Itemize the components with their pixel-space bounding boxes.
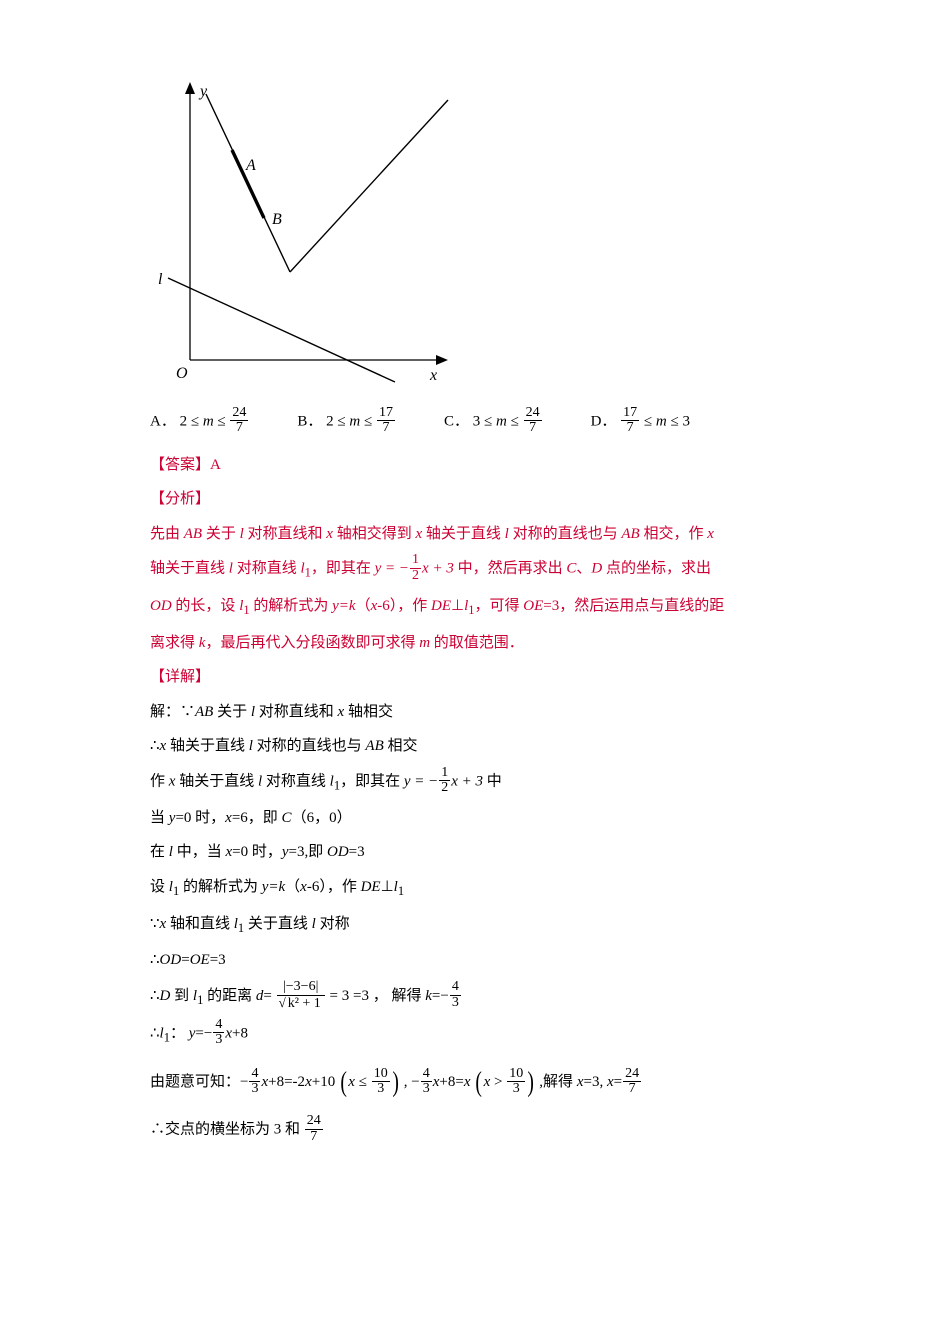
graph-svg: O x y l A B — [150, 80, 450, 390]
option-b: B． 2 ≤ m ≤ 177 — [297, 407, 396, 437]
step-5: 在 l 中，当 x=0 时，y=3,即 OD=3 — [150, 838, 800, 867]
detail-header: 【详解】 — [150, 663, 800, 692]
answer-options: A． 2 ≤ m ≤ 247 B． 2 ≤ m ≤ 177 C． 3 ≤ m ≤… — [150, 407, 800, 437]
step-2: ∴x 轴关于直线 l 对称的直线也与 AB 相交 — [150, 732, 800, 761]
analysis-line-3: OD 的长，设 l1 的解析式为 y=k（x-6），作 DE⊥l1，可得 OE=… — [150, 592, 800, 623]
option-d: D． 177 ≤ m ≤ 3 — [591, 407, 690, 437]
step-6: 设 l1 的解析式为 y=k（x-6），作 DE⊥l1 — [150, 873, 800, 904]
step-11: 由题意可知：−43x+8=-2x+10 (x ≤ 103) , −43x+8=x… — [150, 1056, 800, 1109]
analysis-line-1: 先由 AB 关于 l 对称直线和 x 轴相交得到 x 轴关于直线 l 对称的直线… — [150, 520, 800, 549]
option-a: A． 2 ≤ m ≤ 247 — [150, 407, 249, 437]
problem-graph: O x y l A B — [150, 80, 800, 401]
analysis-line-4: 离求得 k，最后再代入分段函数即可求得 m 的取值范围． — [150, 629, 800, 658]
answer-line: 【答案】A — [150, 451, 800, 480]
svg-text:l: l — [158, 271, 163, 288]
option-c: C． 3 ≤ m ≤ 247 — [444, 407, 543, 437]
svg-text:y: y — [198, 83, 208, 100]
svg-text:x: x — [429, 367, 437, 384]
svg-text:O: O — [176, 365, 188, 382]
step-7: ∵x 轴和直线 l1 关于直线 l 对称 — [150, 910, 800, 941]
step-8: ∴OD=OE=3 — [150, 946, 800, 975]
step-9: ∴D 到 l1 的距离 d= |−3−6|√k² + 1 = 3 =3 ， 解得… — [150, 981, 800, 1013]
svg-text:B: B — [272, 211, 282, 228]
step-12: ∴交点的横坐标为 3 和 247 — [150, 1115, 800, 1145]
analysis-header: 【分析】 — [150, 485, 800, 514]
step-1: 解：∵AB 关于 l 对称直线和 x 轴相交 — [150, 698, 800, 727]
step-3: 作 x 轴关于直线 l 对称直线 l1，即其在 y = −12x + 3 中 — [150, 767, 800, 798]
svg-text:A: A — [245, 157, 256, 174]
step-4: 当 y=0 时，x=6，即 C（6，0） — [150, 804, 800, 833]
step-10: ∴l1： y=−43x+8 — [150, 1019, 800, 1050]
analysis-line-2: 轴关于直线 l 对称直线 l1，即其在 y = −12x + 3 中，然后再求出… — [150, 554, 800, 585]
